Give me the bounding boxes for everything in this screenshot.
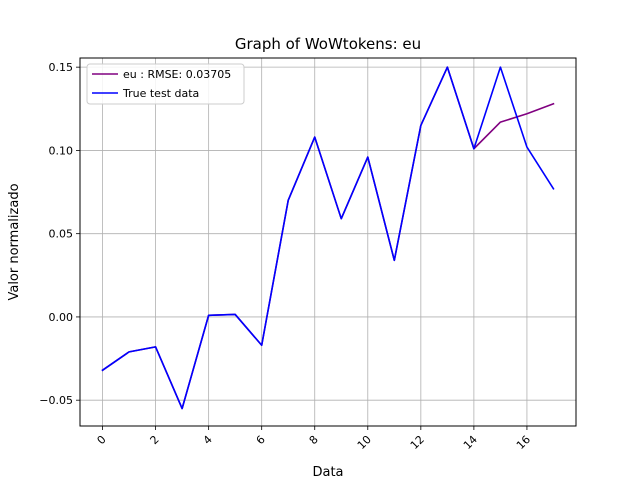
y-tick-label: −0.05 xyxy=(39,394,73,407)
series-lines xyxy=(101,66,555,410)
plot-frame xyxy=(79,57,577,427)
y-axis-ticks: −0.05 0.00 0.05 0.10 0.15 xyxy=(39,61,80,407)
grid xyxy=(80,58,576,426)
legend-label-true-data: True test data xyxy=(122,87,199,100)
y-tick-label: 0.05 xyxy=(49,228,74,241)
y-tick-label: 0.10 xyxy=(49,144,74,157)
series-true-test-line xyxy=(101,66,555,410)
legend: eu : RMSE: 0.03705 True test data xyxy=(86,63,245,105)
y-tick-label: 0.15 xyxy=(49,61,74,74)
chart-title: Graph of WoWtokens: eu xyxy=(235,35,421,53)
legend-label-prediction: eu : RMSE: 0.03705 xyxy=(123,68,231,81)
legend-box xyxy=(86,63,245,105)
x-axis-label: Data xyxy=(312,465,343,480)
y-axis-label: Valor normalizado xyxy=(7,183,22,300)
y-tick-label: 0.00 xyxy=(49,311,74,324)
